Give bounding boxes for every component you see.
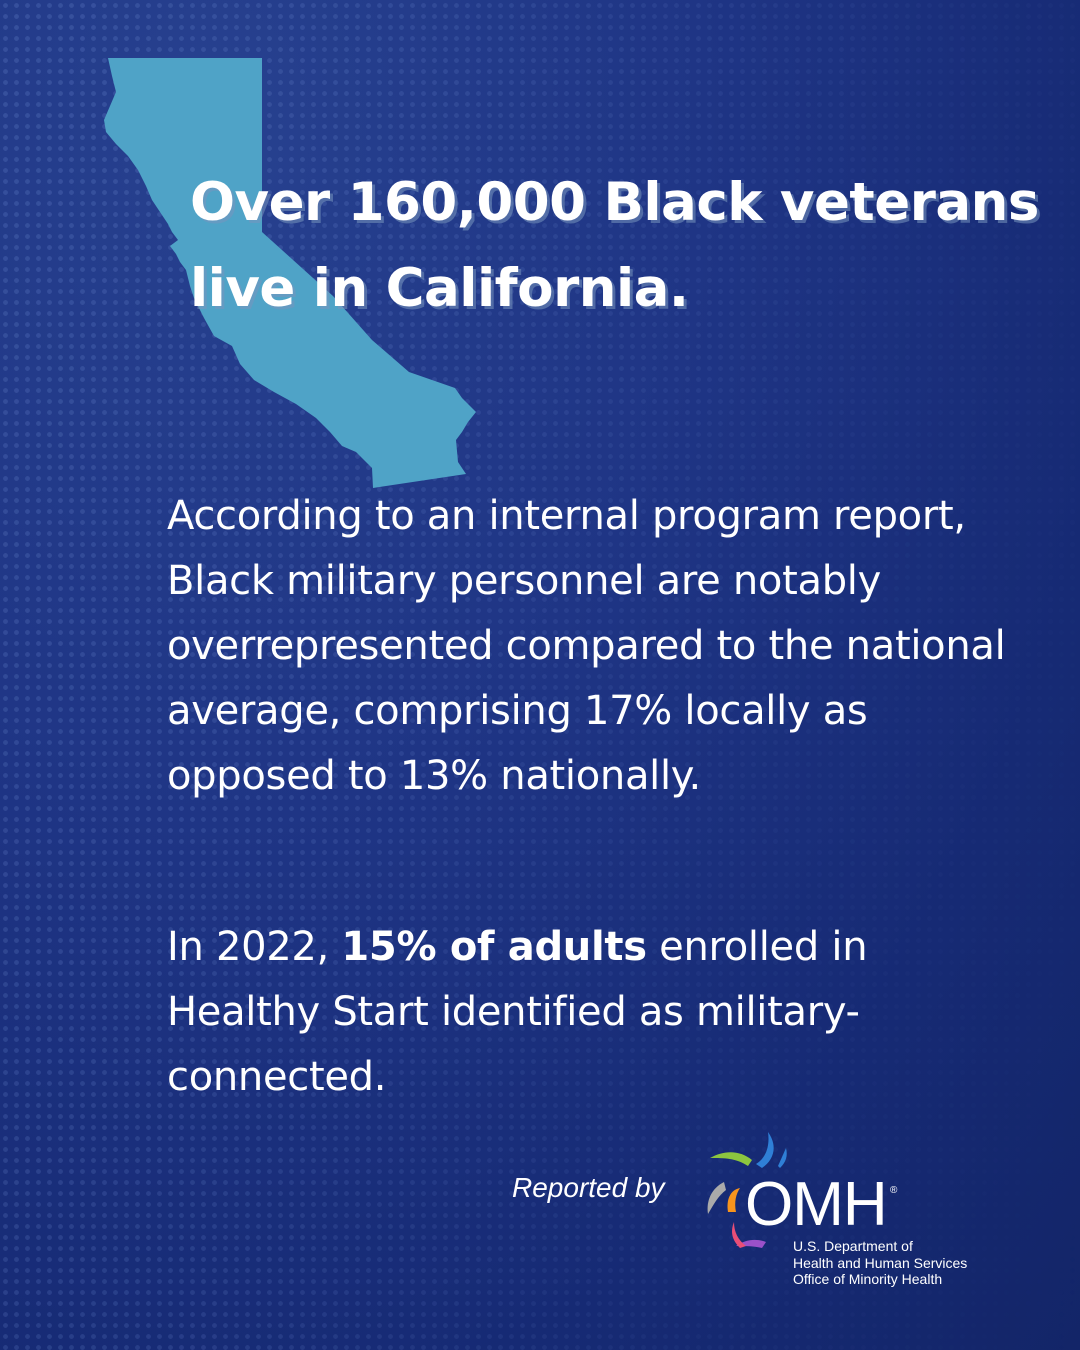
- registered-mark: ®: [890, 1185, 898, 1196]
- enrollment-prefix: In 2022,: [167, 924, 342, 970]
- omh-swirl-logo-icon: [707, 1132, 787, 1248]
- headline: Over 160,000 Black veterans live in Cali…: [190, 172, 1039, 319]
- enrollment-suffix: enrolled in Healthy Start identified as …: [167, 924, 868, 1100]
- enrollment-paragraph: In 2022, 15% of adults enrolled in Healt…: [167, 915, 1027, 1110]
- enrollment-highlight: 15% of adults: [341, 924, 647, 970]
- reported-by-label: Reported by: [512, 1172, 665, 1203]
- department-line-1: U.S. Department of: [793, 1238, 913, 1254]
- department-line-3: Office of Minority Health: [793, 1271, 943, 1287]
- statistic-paragraph: According to an internal program report,…: [167, 493, 1006, 799]
- department-line-2: Health and Human Services: [793, 1254, 968, 1271]
- omh-logo-text: OMH: [745, 1170, 888, 1239]
- department-name: U.S. Department of Health and Human Serv…: [793, 1238, 967, 1288]
